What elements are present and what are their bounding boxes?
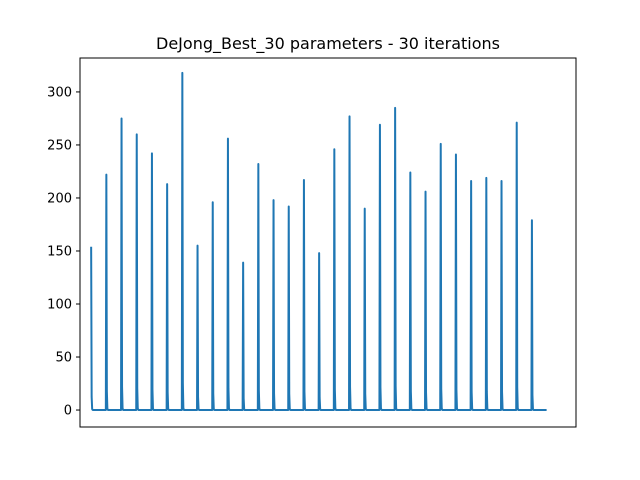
plot-background <box>80 58 576 427</box>
y-tick-label: 100 <box>47 298 72 313</box>
y-tick-label: 200 <box>47 191 72 206</box>
y-tick-label: 150 <box>47 244 72 259</box>
series-line <box>90 71 548 412</box>
chart-title: DeJong_Best_30 parameters - 30 iteration… <box>156 34 500 54</box>
plot-area: 0 50 100 150 200 250 300 <box>47 57 577 428</box>
plot-frame <box>79 57 577 428</box>
y-tick-label: 0 <box>64 404 72 419</box>
y-tick-label: 50 <box>55 351 72 366</box>
y-tick-label: 300 <box>47 85 72 100</box>
y-axis: 0 50 100 150 200 250 300 <box>47 85 80 419</box>
y-tick-label: 250 <box>47 138 72 153</box>
